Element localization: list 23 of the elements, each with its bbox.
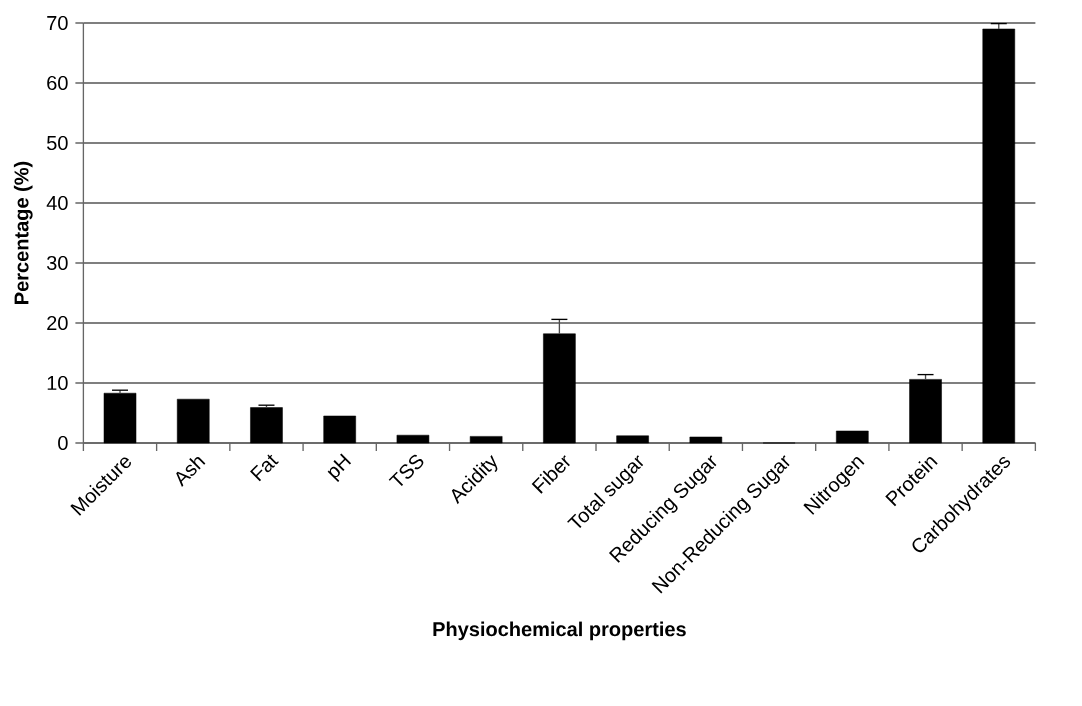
bar [469, 436, 503, 444]
bar [250, 407, 283, 444]
y-tick-label: 50 [47, 135, 68, 151]
bar [689, 436, 723, 444]
x-tick-label: Fat [250, 454, 279, 482]
y-tick-label: 30 [46, 255, 68, 271]
y-tick-label: 40 [46, 195, 68, 211]
x-tick-label: TSS [388, 454, 424, 487]
y-tick-label: 20 [47, 315, 68, 331]
y-tick-label: 70 [47, 15, 68, 31]
x-tick-label: Ash [176, 457, 206, 487]
x-tick-label: pH [327, 453, 352, 483]
y-tick-label: 10 [47, 375, 68, 391]
bar [176, 398, 210, 444]
y-tick-label: 0 [58, 435, 68, 451]
bar [103, 392, 137, 444]
y-axis-title: Percentage (%) [13, 161, 33, 304]
x-axis-title: Physiochemical properties [433, 621, 686, 641]
y-tick-label: 60 [47, 75, 68, 91]
bar [323, 415, 356, 444]
bar [836, 430, 869, 444]
bar [616, 435, 649, 444]
bar [396, 434, 430, 444]
